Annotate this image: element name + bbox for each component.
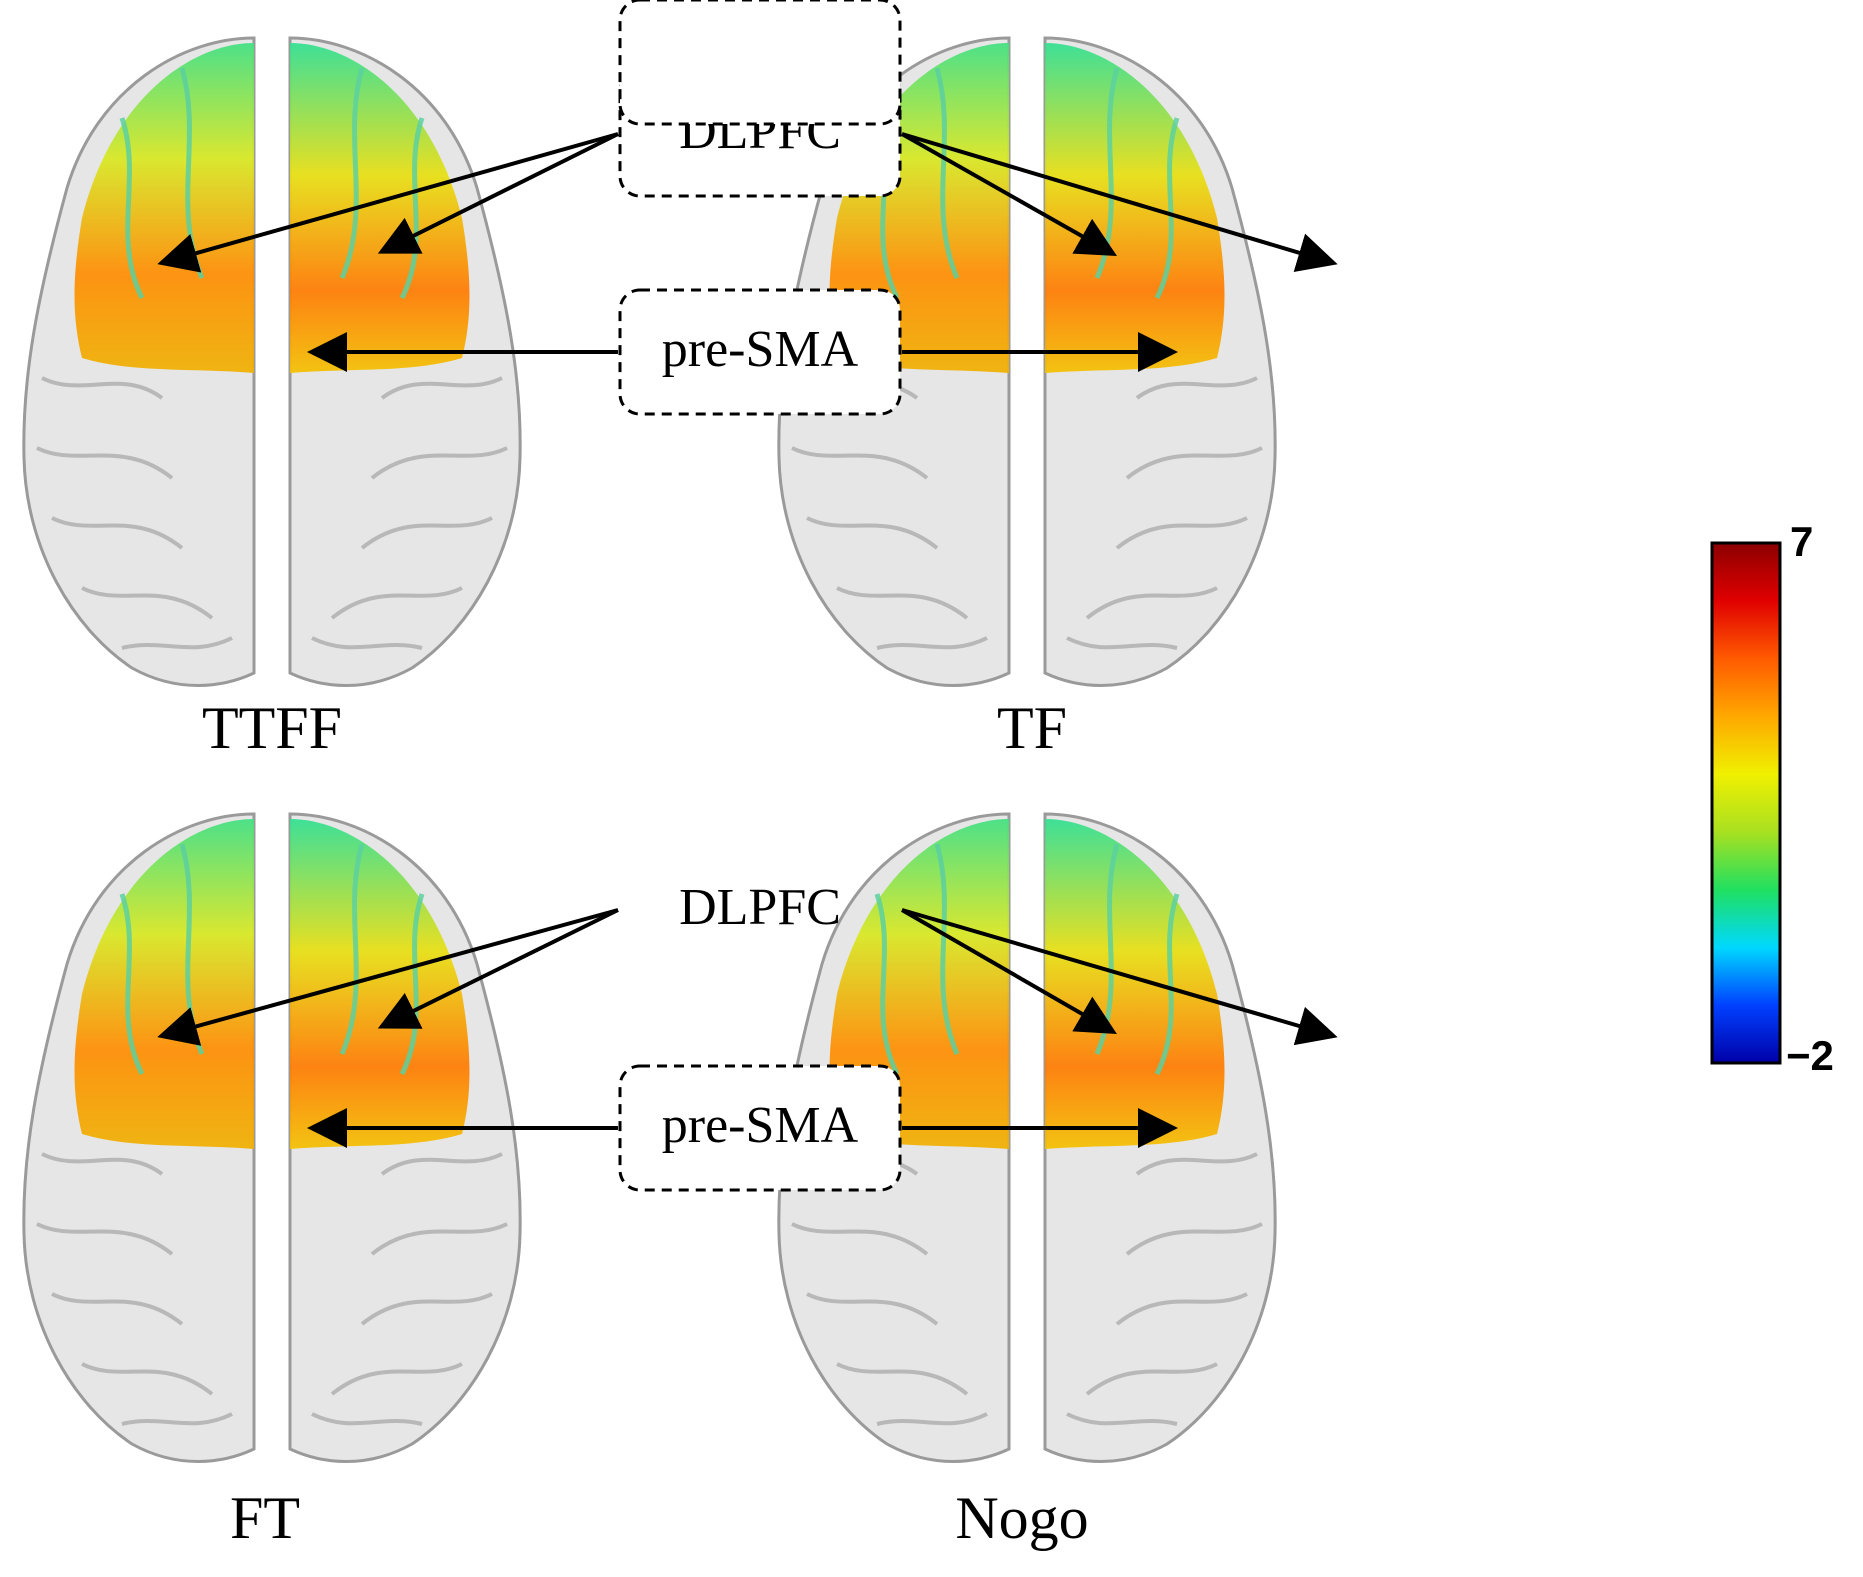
presma-label-top: pre-SMA	[662, 321, 859, 378]
panel-label-nogo: Nogo	[955, 1485, 1088, 1551]
colorbar	[1710, 541, 1782, 1065]
panel-label-ft: FT	[230, 1485, 300, 1551]
arrow-dlpfc-ttff-right	[377, 132, 619, 254]
arrow-dlpfc-ttff-left	[157, 132, 619, 273]
presma-box-bottom	[618, 1064, 902, 1192]
arrows-bottom	[157, 908, 1338, 1148]
dlpfc-box-bottom	[618, 0, 902, 126]
colorbar-min-label: −2	[1786, 1032, 1834, 1079]
panel-label-tf: TF	[997, 695, 1067, 761]
arrow-dlpfc-nogo-right	[901, 908, 1338, 1046]
brain-ttff	[24, 38, 520, 686]
arrow-dlpfc-nogo-left	[901, 908, 1117, 1034]
presma-label-bottom: pre-SMA	[662, 1097, 859, 1154]
arrow-dlpfc-tf-left	[901, 132, 1117, 256]
panel-label-ttff: TTFF	[202, 695, 342, 761]
arrow-dlpfc-tf-right	[901, 132, 1338, 272]
brain-ft	[24, 814, 520, 1462]
arrow-dlpfc-ft-left	[157, 908, 619, 1046]
dlpfc-label-bottom: DLPFC	[679, 879, 841, 936]
colorbar-max-label: 7	[1790, 518, 1813, 565]
arrow-dlpfc-ft-right	[377, 908, 619, 1029]
presma-box-top	[618, 288, 902, 416]
arrows-top	[157, 132, 1338, 372]
